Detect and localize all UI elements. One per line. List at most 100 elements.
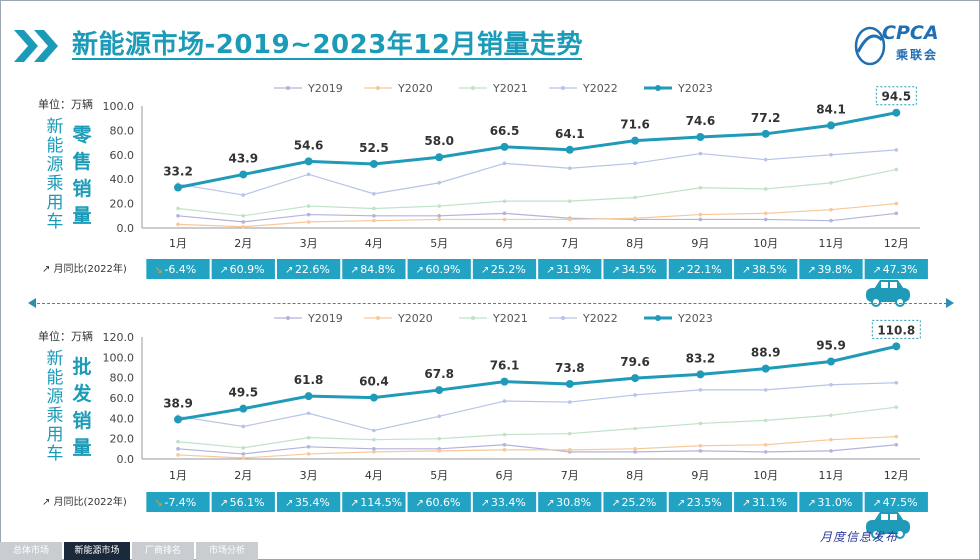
data-point-y2021 [372,437,376,442]
data-point-y2022 [633,393,637,397]
logo-subtitle: 乘联会 [896,48,939,62]
legend-item-y2021: Y2021 [459,312,528,325]
tab-market-analysis[interactable]: 市场分析 [196,542,258,560]
series-line-y2020 [177,203,897,228]
data-label: 84.1 [816,102,846,116]
data-point-y2019 [241,220,246,224]
data-point-y2021 [698,185,703,190]
car-icon-footer [866,512,910,539]
yoy-cell [211,492,275,512]
data-point-y2020 [437,449,442,453]
y-tick-label: 120.0 [103,331,135,344]
legend-item-y2023: Y2023 [644,82,713,95]
yoy-cell [864,492,928,512]
x-tick-label: 9月 [691,469,709,482]
data-point-y2023 [239,404,248,413]
data-point-y2021 [306,204,311,208]
x-tick-label: 5月 [430,469,448,482]
x-tick-label: 3月 [300,237,318,250]
data-label: 49.5 [228,386,258,400]
yoy-cell [734,492,798,512]
tab-nev-market[interactable]: 新能源市场 [64,542,130,560]
yoy-row-label: ↗ 月同比(2022年) [42,262,127,275]
yoy-cell [603,492,667,512]
data-point-y2019 [502,211,507,216]
data-point-y2022 [829,153,833,157]
data-point-y2020 [176,222,180,227]
yoy-value: 31.9% [556,263,591,276]
yoy-cell [799,492,863,512]
yoy-cell [472,259,537,279]
legend-item-y2022: Y2022 [549,312,618,325]
page-title: 新能源市场-2019~2023年12月销量走势 [72,30,583,60]
data-point-y2023 [435,153,444,162]
x-tick-label: 2月 [234,237,252,250]
legend-marker [471,86,475,90]
data-point-y2020 [894,201,899,206]
y-tick-label: 0.0 [117,453,135,466]
data-point-y2021 [633,195,637,200]
data-point-y2021 [437,436,442,441]
yoy-cell [146,492,210,512]
data-point-y2019 [372,214,376,218]
series-line-y2022 [177,382,897,432]
data-label: 33.2 [163,164,193,178]
trend-up-icon: ↗ [546,498,554,509]
data-point-y2021 [829,413,833,418]
data-point-y2021 [502,432,507,437]
data-point-y2022 [698,388,703,392]
yoy-row-label: ↗ 月同比(2022年) [42,495,127,508]
yoy-cell [864,259,928,279]
legend-marker [655,85,661,91]
legend-marker [376,316,380,320]
data-point-y2020 [633,447,637,451]
x-tick-label: 11月 [819,469,844,482]
data-point-y2020 [894,434,899,439]
car-icon [866,280,910,307]
data-point-y2021 [241,214,246,218]
trend-up-icon: ↗ [873,498,881,509]
series-line-y2020 [177,436,897,459]
legend-marker [286,316,290,320]
data-point-y2023 [500,377,509,386]
data-label: 71.6 [620,118,650,132]
data-point-y2019 [763,217,768,222]
yoy-cell [276,492,341,512]
legend-marker [655,315,661,321]
data-point-y2022 [894,148,899,152]
x-tick-label: 12月 [884,469,909,482]
data-point-y2019 [894,442,899,447]
data-point-y2022 [763,388,768,392]
title-chevron-icon [14,30,58,62]
x-tick-label: 9月 [691,237,709,250]
data-point-y2022 [241,424,246,429]
data-point-y2019 [306,445,311,449]
yoy-value: 30.8% [556,496,591,509]
trend-down-icon: ↘ [154,265,162,276]
data-point-y2023 [174,183,182,192]
yoy-cell [342,259,406,279]
data-point-y2019 [894,211,899,216]
retail-unit-label: 单位：万辆 [38,98,93,111]
data-point-y2020 [241,224,246,229]
data-point-y2021 [437,204,442,208]
data-point-y2023 [827,357,835,366]
data-label: 88.9 [751,346,781,360]
data-point-y2023 [174,415,182,424]
wholesale-kind-label: 批发销量 [72,356,92,459]
retail-chart: 0.0 20.0 40.0 60.0 80.0 100.0 1月 2月 3月 4月 5月 6月 7月 8月… [42,82,928,279]
data-label: 94.5 [881,90,911,104]
tab-maker-ranking[interactable]: 厂商排名 [132,542,194,560]
x-tick-label: 8月 [626,237,644,250]
data-label: 83.2 [686,351,716,365]
y-tick-label: 100.0 [103,351,135,364]
wholesale-chart: 0.0 20.0 40.0 60.0 80.0 100.0 120.0 1月 2月 3月 4月 5月 6… [42,312,928,512]
data-point-y2019 [698,217,703,222]
tab-overall-market[interactable]: 总体市场 [0,542,62,560]
legend-marker [376,86,380,90]
data-label: 38.9 [163,396,193,410]
x-tick-label: 10月 [753,469,778,482]
data-point-y2023 [304,157,313,166]
data-point-y2019 [763,450,768,454]
